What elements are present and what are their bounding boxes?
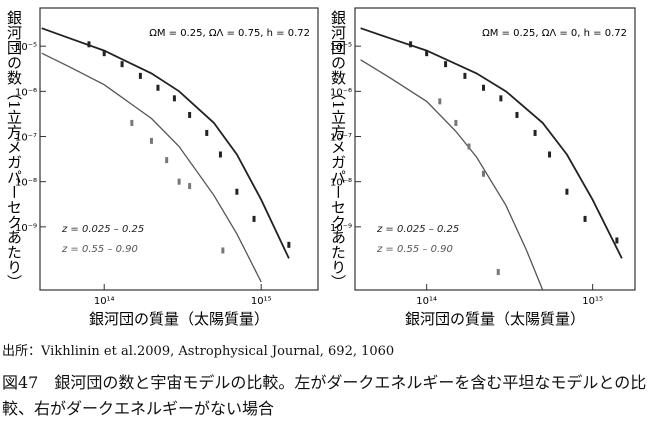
data-point [515, 111, 519, 118]
data-point [188, 111, 192, 118]
data-point [583, 215, 587, 222]
data-point [454, 119, 458, 126]
data-point [565, 188, 569, 195]
data-point [438, 98, 442, 105]
plot-area [41, 27, 291, 283]
x-tick-label: 10¹⁴ [416, 296, 437, 307]
legend-entry: z = 0.025 – 0.25 [61, 224, 144, 235]
y-tick-label: 10⁻⁹ [15, 223, 37, 234]
y-tick-label: 10⁻⁸ [15, 178, 37, 189]
y-axis-label: 銀河団の数（1立方メガパーセクあたり） [5, 10, 23, 290]
data-point [177, 178, 181, 185]
data-point [120, 61, 124, 68]
y-axis-label: 銀河団の数（1立方メガパーセクあたり） [329, 10, 347, 290]
x-axis-label: 銀河団の質量（太陽質量） [89, 310, 269, 328]
annotation: ΩM = 0.25, ΩΛ = 0.75, h = 0.72 [149, 28, 310, 39]
data-point [221, 247, 225, 254]
data-point [481, 170, 485, 177]
y-tick-label: 10⁻⁵ [15, 42, 37, 53]
data-point [496, 269, 500, 276]
panel: 10⁻⁵ 10⁻⁶ 10⁻⁷ 10⁻⁸ 10⁻⁹ 10¹⁴ 10¹⁵ z = 0.025 – … [329, 7, 636, 328]
data-point [409, 41, 413, 48]
data-point [467, 143, 471, 150]
y-tick-label: 10⁻⁸ [330, 178, 352, 189]
model-curve [41, 52, 262, 283]
x-tick-label: 10¹⁴ [94, 296, 115, 307]
data-point [463, 72, 467, 79]
plot-frame [354, 7, 636, 291]
annotation: ΩM = 0.25, ΩΛ = 0, h = 0.72 [482, 28, 627, 39]
model-curve [360, 27, 623, 259]
x-axis-label: 銀河団の質量（太陽質量） [405, 310, 585, 328]
y-tick-label: 10⁻⁹ [330, 223, 352, 234]
data-point [425, 50, 429, 57]
data-point [149, 137, 153, 144]
plot-frame [39, 7, 319, 291]
data-point [188, 183, 192, 190]
data-point [218, 151, 222, 158]
data-point [172, 95, 176, 102]
figure: 10⁻⁵ 10⁻⁶ 10⁻⁷ 10⁻⁸ 10⁻⁹ 10¹⁴ 10¹⁵ z = 0.025 – … [5, 7, 636, 328]
y-tick-label: 10⁻⁷ [330, 133, 352, 144]
legend-entry: z = 0.55 – 0.90 [376, 244, 453, 255]
data-point [499, 95, 503, 102]
data-point [165, 157, 169, 164]
data-point [533, 129, 537, 136]
data-point [235, 188, 239, 195]
data-point [102, 50, 106, 57]
data-point [156, 84, 160, 91]
data-point [138, 72, 142, 79]
panel: 10⁻⁵ 10⁻⁶ 10⁻⁷ 10⁻⁸ 10⁻⁹ 10¹⁴ 10¹⁵ z = 0.025 – … [5, 7, 319, 328]
y-tick-label: 10⁻⁶ [15, 87, 37, 98]
plot-area [360, 27, 623, 290]
caption: 図47 銀河団の数と宇宙モデルの比較。左がダークエネルギーを含む平坦なモデルとの… [2, 373, 647, 418]
legend-entry: z = 0.55 – 0.90 [61, 244, 138, 255]
x-tick-label: 10¹⁵ [582, 296, 603, 307]
legend-entry: z = 0.025 – 0.25 [376, 224, 459, 235]
source: 出所：Vikhlinin et al.2009, Astrophysical J… [2, 344, 395, 359]
data-point [287, 241, 291, 248]
data-point [205, 129, 209, 136]
x-tick-label: 10¹⁵ [251, 296, 272, 307]
data-point [548, 151, 552, 158]
y-tick-label: 10⁻⁵ [330, 42, 352, 53]
y-tick-label: 10⁻⁶ [330, 87, 352, 98]
data-point [87, 41, 91, 48]
y-tick-label: 10⁻⁷ [15, 133, 37, 144]
data-point [252, 215, 256, 222]
model-curve [360, 59, 544, 290]
data-point [130, 119, 134, 126]
data-point [444, 61, 448, 68]
data-point [615, 237, 619, 244]
model-curve [41, 27, 290, 259]
data-point [481, 84, 485, 91]
